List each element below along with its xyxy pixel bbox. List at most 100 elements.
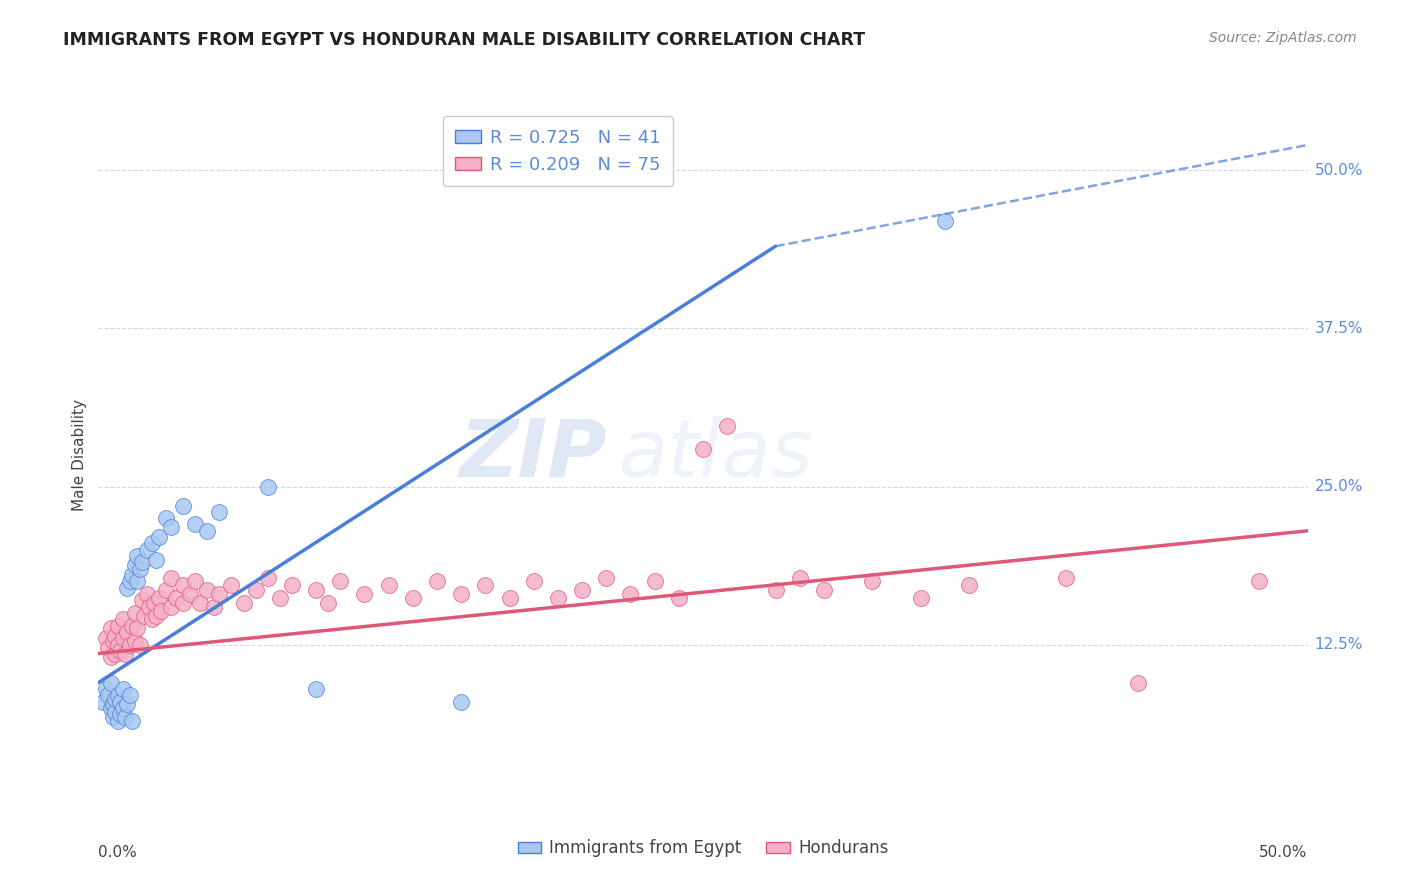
Point [716, 418, 738, 433]
Point [195, 524, 218, 538]
Point [111, 612, 134, 626]
Point [100, 621, 122, 635]
Point [155, 583, 177, 598]
Text: Source: ZipAtlas.com: Source: ZipAtlas.com [1209, 31, 1357, 45]
Point [128, 638, 150, 652]
Point [329, 574, 352, 589]
Point [256, 571, 278, 585]
Point [111, 701, 134, 715]
Point [172, 499, 194, 513]
Point [131, 556, 153, 570]
Point [160, 520, 183, 534]
Point [145, 553, 167, 567]
Point [104, 705, 127, 719]
Point [94, 632, 117, 646]
Point [172, 596, 194, 610]
Text: 50.0%: 50.0% [1315, 163, 1362, 178]
Point [118, 638, 141, 652]
Point [101, 633, 124, 648]
Point [111, 632, 134, 646]
Point [450, 695, 472, 709]
Point [256, 479, 278, 493]
Text: 37.5%: 37.5% [1315, 321, 1362, 336]
Text: ZIP: ZIP [458, 416, 606, 494]
Point [104, 647, 127, 661]
Point [134, 608, 156, 623]
Point [143, 596, 166, 610]
Point [108, 644, 131, 658]
Point [571, 583, 593, 598]
Point [108, 707, 131, 722]
Point [124, 606, 146, 620]
Point [316, 596, 339, 610]
Point [619, 587, 641, 601]
Point [165, 591, 187, 605]
Point [595, 571, 617, 585]
Point [104, 692, 127, 706]
Point [934, 214, 956, 228]
Point [100, 701, 122, 715]
Point [97, 641, 120, 656]
Point [138, 599, 160, 614]
Point [100, 650, 122, 665]
Point [957, 578, 980, 592]
Point [94, 681, 117, 696]
Point [668, 591, 690, 605]
Point [644, 574, 666, 589]
Y-axis label: Male Disability: Male Disability [72, 399, 87, 511]
Point [145, 608, 167, 623]
Point [104, 629, 127, 643]
Point [121, 568, 143, 582]
Point [148, 591, 170, 605]
Point [118, 574, 141, 589]
Point [1249, 574, 1271, 589]
Point [127, 621, 149, 635]
Point [108, 695, 131, 709]
Point [131, 593, 153, 607]
Point [117, 581, 139, 595]
Point [117, 697, 139, 711]
Point [498, 591, 520, 605]
Point [124, 558, 146, 572]
Point [188, 596, 211, 610]
Point [910, 591, 932, 605]
Point [135, 587, 157, 601]
Point [426, 574, 449, 589]
Point [789, 571, 811, 585]
Point [150, 603, 173, 617]
Point [208, 587, 231, 601]
Text: IMMIGRANTS FROM EGYPT VS HONDURAN MALE DISABILITY CORRELATION CHART: IMMIGRANTS FROM EGYPT VS HONDURAN MALE D… [63, 31, 866, 49]
Point [281, 578, 304, 592]
Point [547, 591, 569, 605]
Point [402, 591, 425, 605]
Point [160, 571, 183, 585]
Point [269, 591, 291, 605]
Point [155, 511, 177, 525]
Point [107, 714, 129, 728]
Point [1054, 571, 1077, 585]
Point [813, 583, 835, 598]
Point [232, 596, 254, 610]
Point [117, 625, 139, 640]
Text: 0.0%: 0.0% [98, 845, 138, 860]
Text: 12.5%: 12.5% [1315, 637, 1362, 652]
Point [114, 710, 136, 724]
Point [184, 517, 207, 532]
Point [101, 710, 124, 724]
Point [91, 695, 114, 709]
Point [121, 714, 143, 728]
Point [160, 599, 183, 614]
Point [221, 578, 243, 592]
Point [245, 583, 267, 598]
Point [523, 574, 546, 589]
Point [141, 612, 163, 626]
Point [114, 647, 136, 661]
Point [692, 442, 714, 456]
Point [107, 688, 129, 702]
Point [121, 618, 143, 632]
Point [135, 542, 157, 557]
Text: 25.0%: 25.0% [1315, 479, 1362, 494]
Point [377, 578, 399, 592]
Legend: Immigrants from Egypt, Hondurans: Immigrants from Egypt, Hondurans [510, 833, 896, 864]
Point [118, 688, 141, 702]
